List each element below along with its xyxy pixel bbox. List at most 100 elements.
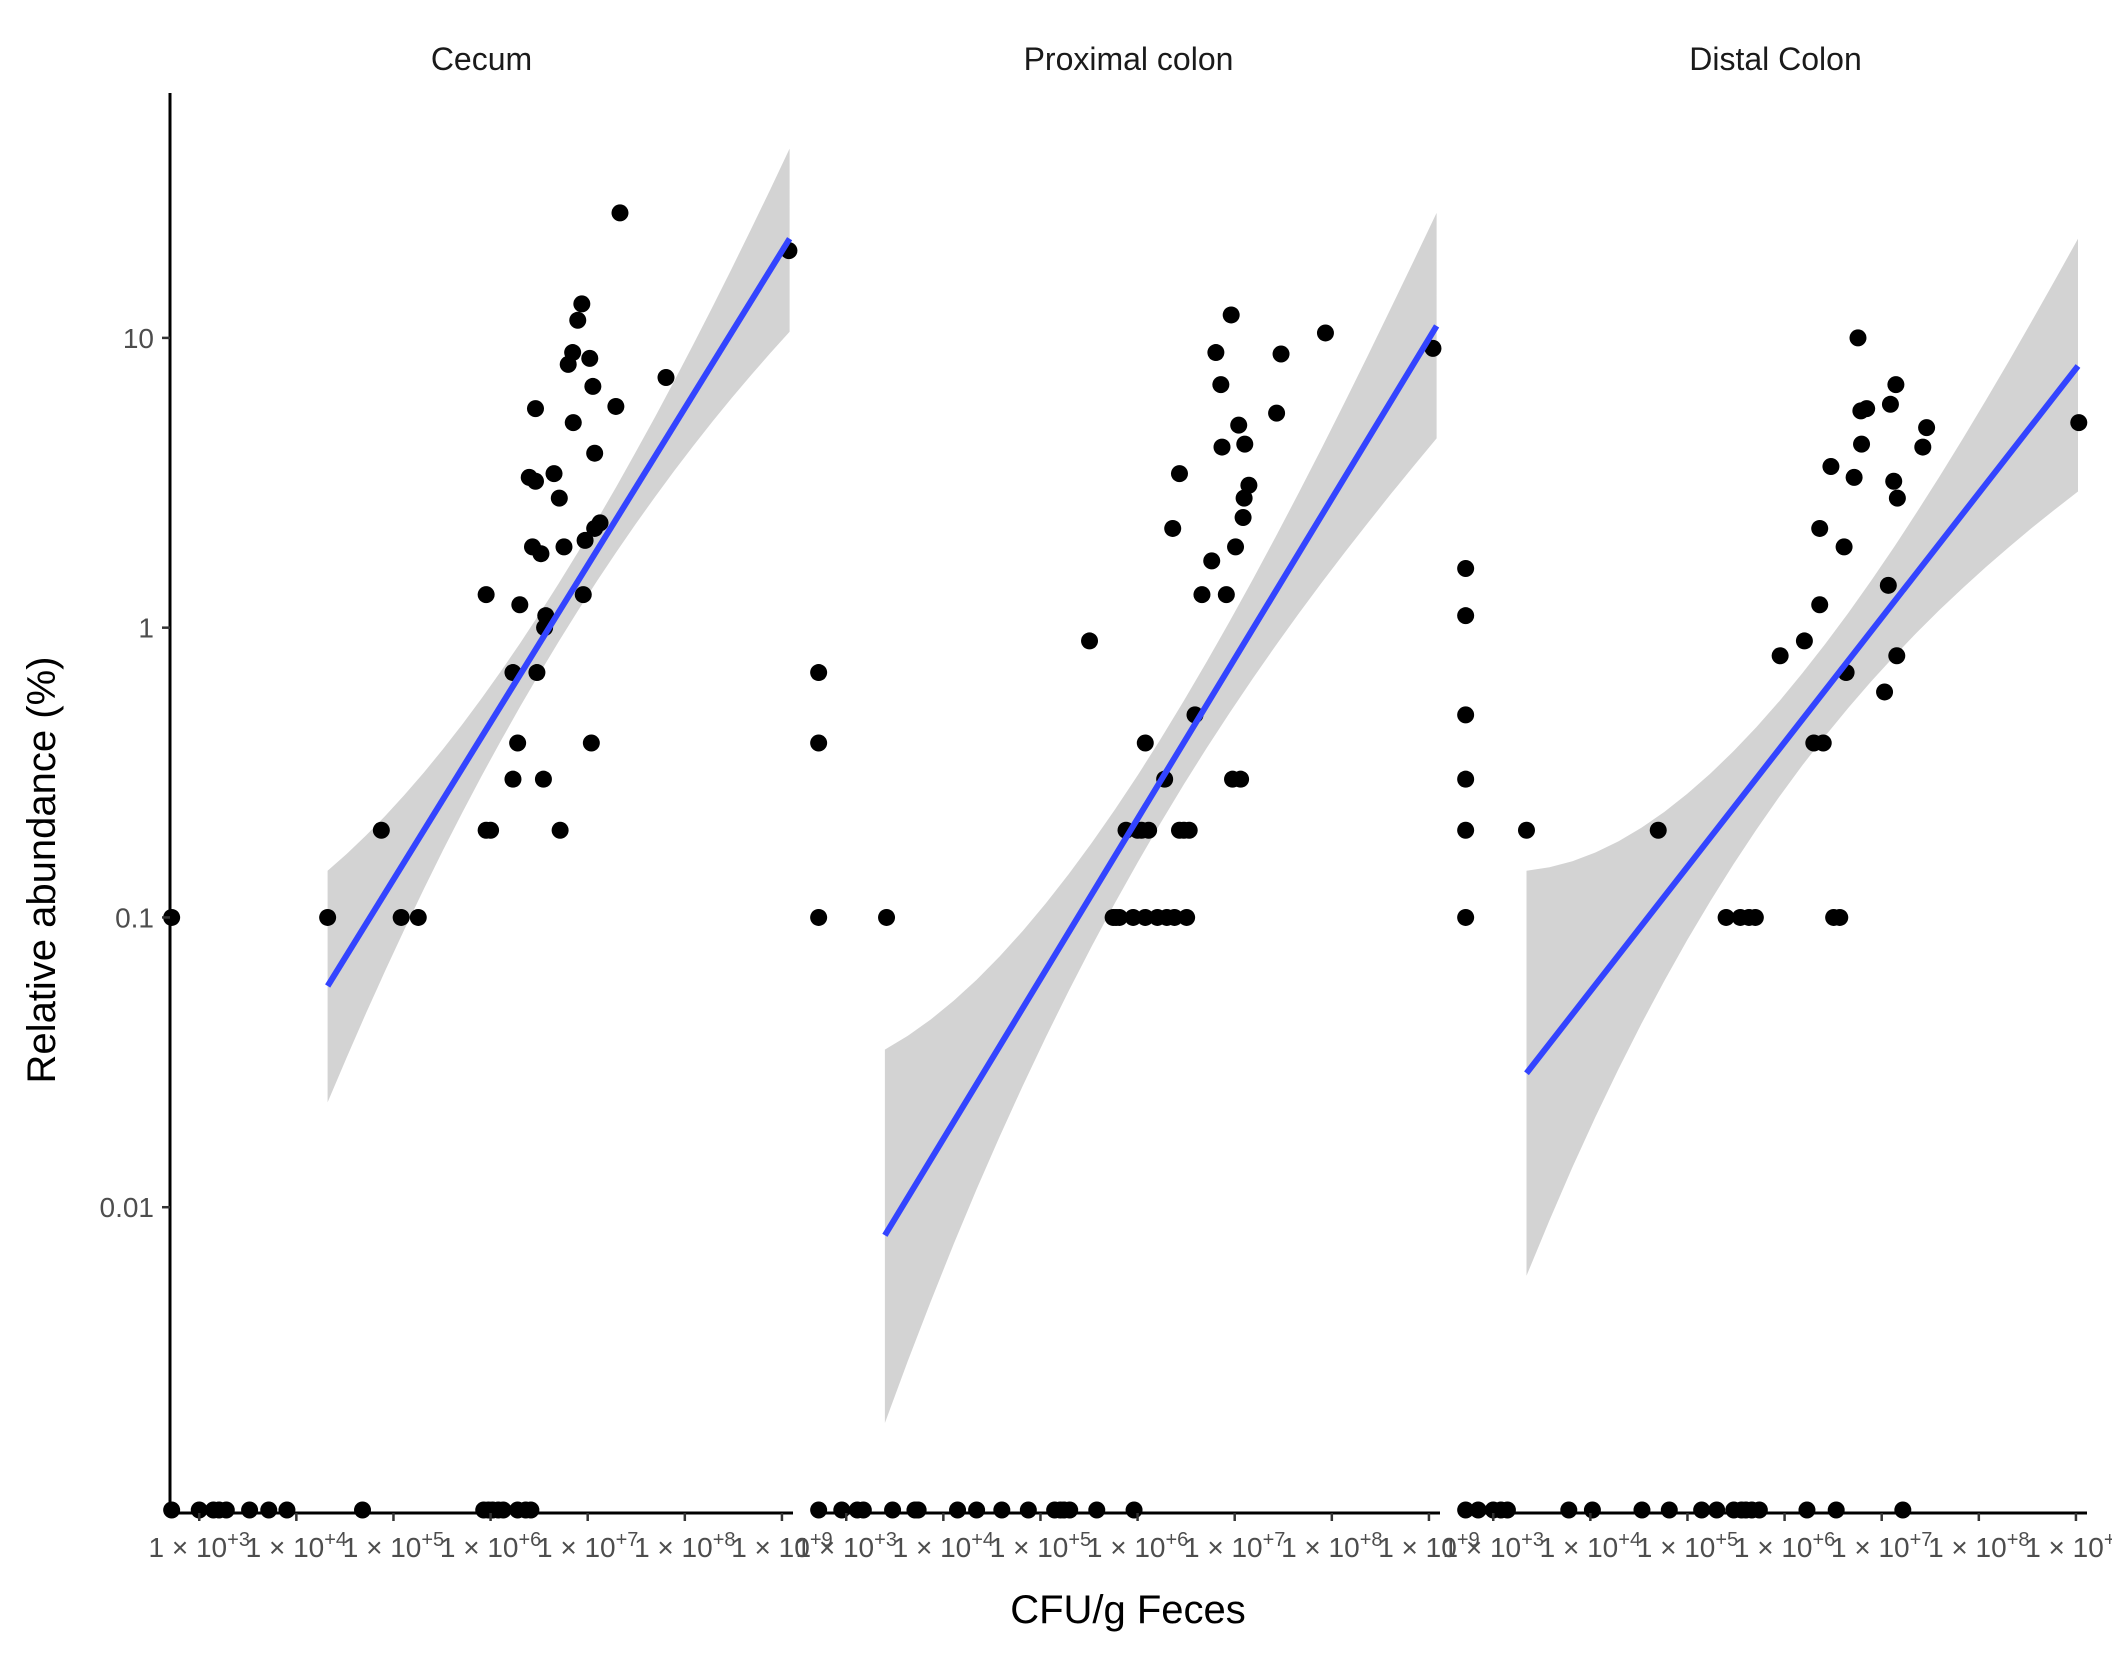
data-point bbox=[1272, 345, 1290, 363]
x-tick-label: 1 × 10+9 bbox=[2025, 1529, 2112, 1563]
data-point bbox=[1717, 908, 1735, 926]
data-point bbox=[1136, 734, 1154, 752]
x-tick-label: 1 × 10+8 bbox=[1281, 1529, 1382, 1563]
data-point bbox=[810, 734, 828, 752]
data-point bbox=[878, 908, 896, 926]
data-point bbox=[1457, 706, 1475, 724]
data-point bbox=[1110, 908, 1128, 926]
data-point bbox=[582, 734, 600, 752]
regression-line bbox=[325, 237, 793, 988]
x-tick-label: 1 × 10+5 bbox=[1637, 1529, 1738, 1563]
data-point bbox=[1232, 770, 1250, 788]
data-point bbox=[319, 908, 337, 926]
x-tick-label: 1 × 10+7 bbox=[1184, 1529, 1285, 1563]
data-point bbox=[1885, 472, 1903, 490]
data-point bbox=[477, 586, 495, 604]
data-point bbox=[564, 344, 582, 362]
data-point-zero bbox=[854, 1501, 872, 1519]
data-point-zero bbox=[1583, 1501, 1601, 1519]
data-point bbox=[1170, 465, 1188, 483]
x-tick-label: 1 × 10+3 bbox=[149, 1529, 250, 1563]
data-point-zero bbox=[1708, 1501, 1726, 1519]
data-point bbox=[574, 586, 592, 604]
y-tick-label: 0.01 bbox=[100, 1192, 155, 1223]
x-tick-label: 1 × 10+5 bbox=[990, 1529, 1091, 1563]
data-point bbox=[526, 400, 544, 418]
data-point bbox=[528, 664, 546, 682]
data-point bbox=[1517, 821, 1535, 839]
data-point bbox=[1227, 538, 1245, 556]
data-point bbox=[2070, 414, 2088, 432]
data-point-zero bbox=[1125, 1501, 1143, 1519]
data-point-zero bbox=[1750, 1501, 1768, 1519]
data-point bbox=[591, 514, 609, 532]
x-tick-label: 1 × 10+4 bbox=[893, 1529, 994, 1563]
data-point bbox=[1235, 489, 1253, 507]
data-point bbox=[551, 821, 569, 839]
data-point bbox=[657, 368, 675, 386]
data-point bbox=[550, 489, 568, 507]
data-point-zero bbox=[810, 1501, 828, 1519]
data-point bbox=[573, 295, 591, 313]
data-point bbox=[810, 664, 828, 682]
data-point bbox=[392, 908, 410, 926]
data-point bbox=[163, 908, 181, 926]
data-point bbox=[511, 596, 529, 614]
data-point bbox=[1649, 821, 1667, 839]
data-point-zero bbox=[278, 1501, 296, 1519]
x-tick-label: 1 × 10+3 bbox=[1443, 1529, 1544, 1563]
data-point bbox=[534, 770, 552, 788]
data-point-zero bbox=[993, 1501, 1011, 1519]
data-point-zero bbox=[354, 1501, 372, 1519]
data-point bbox=[581, 349, 599, 367]
data-point bbox=[611, 204, 629, 222]
data-point bbox=[1164, 519, 1182, 537]
data-point bbox=[1811, 596, 1829, 614]
panel-strip-title: Cecum bbox=[431, 41, 532, 77]
data-point bbox=[1457, 908, 1475, 926]
data-point bbox=[1822, 457, 1840, 475]
data-point bbox=[1217, 586, 1235, 604]
data-point-zero bbox=[1894, 1501, 1912, 1519]
data-point-zero bbox=[968, 1501, 986, 1519]
confidence-band bbox=[1526, 238, 2078, 1276]
data-point bbox=[1178, 908, 1196, 926]
data-point bbox=[584, 377, 602, 395]
x-tick-label: 1 × 10+7 bbox=[1831, 1529, 1932, 1563]
data-point bbox=[1124, 908, 1142, 926]
data-point bbox=[586, 444, 604, 462]
x-tick-label: 1 × 10+6 bbox=[1734, 1529, 1835, 1563]
data-point bbox=[1881, 395, 1899, 413]
data-point bbox=[1888, 647, 1906, 665]
data-point bbox=[1887, 376, 1905, 394]
data-point bbox=[1858, 400, 1876, 418]
data-point bbox=[810, 908, 828, 926]
data-point bbox=[1879, 576, 1897, 594]
x-axis-title: CFU/g Feces bbox=[1010, 1588, 1246, 1632]
data-point bbox=[509, 734, 527, 752]
data-point bbox=[564, 414, 582, 432]
data-point bbox=[1222, 306, 1240, 324]
data-point-zero bbox=[1633, 1501, 1651, 1519]
data-point-zero bbox=[1693, 1501, 1711, 1519]
data-point bbox=[1230, 416, 1248, 434]
data-point-zero bbox=[1660, 1501, 1678, 1519]
data-point bbox=[1771, 647, 1789, 665]
data-point bbox=[1457, 770, 1475, 788]
data-point-zero bbox=[1498, 1501, 1516, 1519]
data-point bbox=[555, 538, 573, 556]
y-axis-title: Relative abundance (%) bbox=[20, 657, 64, 1084]
x-tick-label: 1 × 10+6 bbox=[440, 1529, 541, 1563]
y-tick-label: 10 bbox=[123, 323, 154, 354]
data-point bbox=[1746, 908, 1764, 926]
data-point bbox=[1795, 632, 1813, 650]
data-point bbox=[1180, 821, 1198, 839]
data-point bbox=[1914, 438, 1932, 456]
data-point-zero bbox=[241, 1501, 259, 1519]
data-point bbox=[1193, 586, 1211, 604]
data-point bbox=[1081, 632, 1099, 650]
data-point bbox=[1831, 908, 1849, 926]
x-tick-label: 1 × 10+7 bbox=[537, 1529, 638, 1563]
